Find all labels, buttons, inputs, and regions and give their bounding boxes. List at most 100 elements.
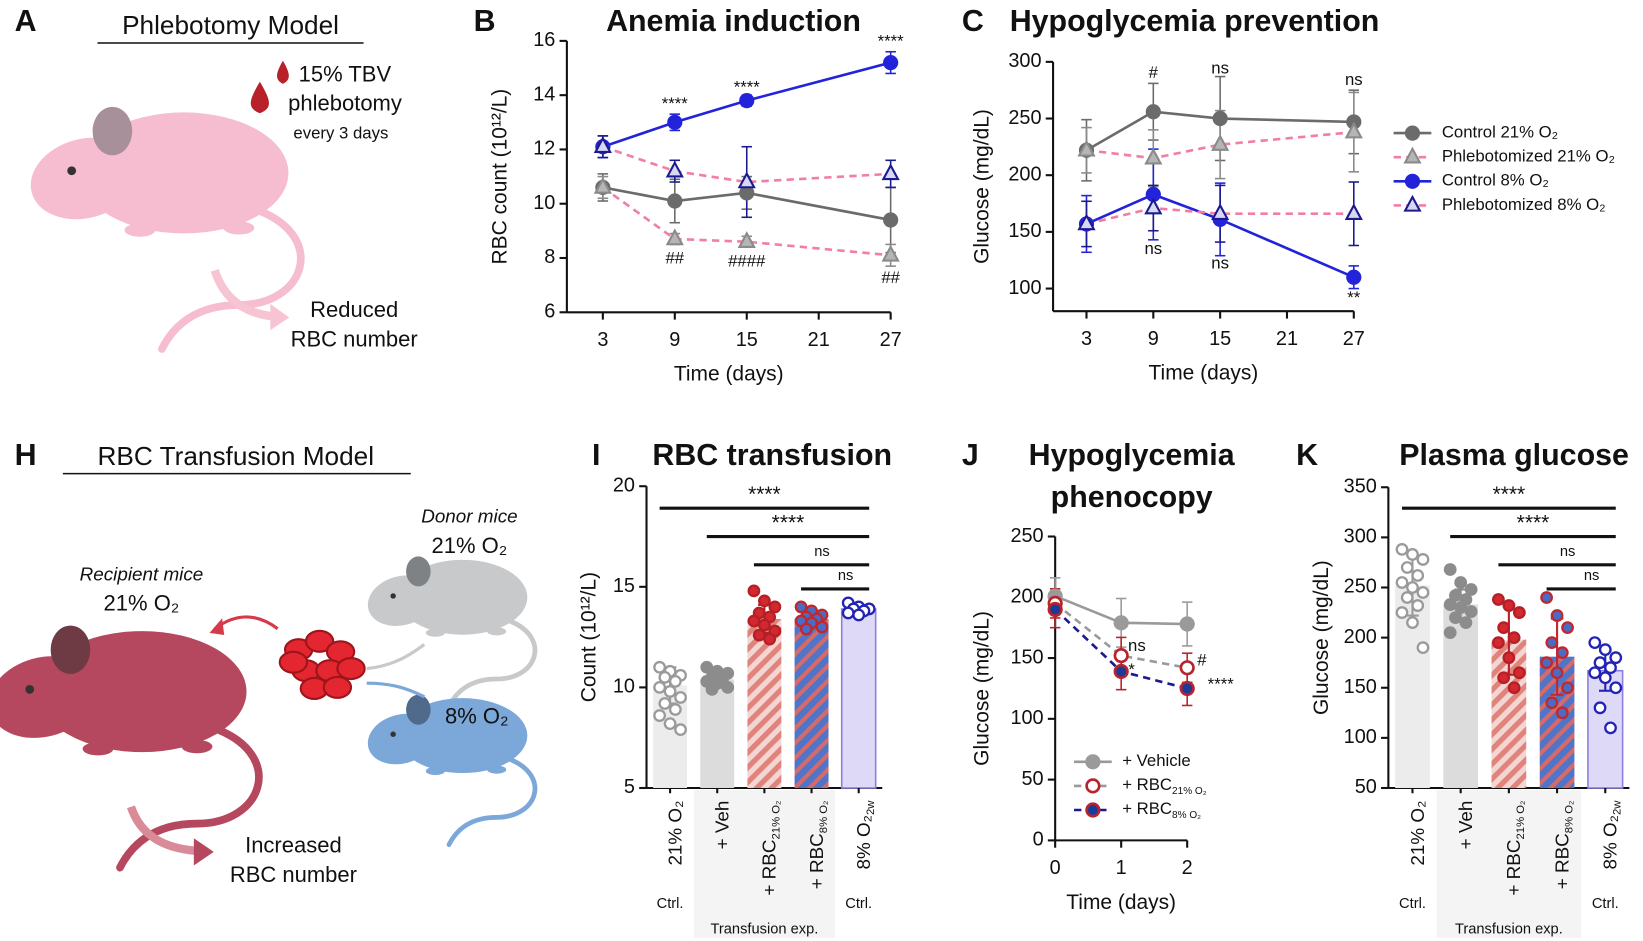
chart-title: Hypoglycemia prevention — [1010, 4, 1380, 38]
y-tick-label: 150 — [1344, 676, 1377, 698]
data-point — [1598, 671, 1612, 685]
x-tick-label-sub: 8% O₂ — [1563, 801, 1575, 834]
y-tick-label: 200 — [1344, 626, 1377, 648]
data-point — [1400, 561, 1414, 574]
series-line — [602, 61, 891, 148]
y-tick-label: 300 — [1008, 50, 1041, 72]
mouse-foot — [425, 766, 445, 776]
donor-arrow — [366, 681, 426, 699]
marker — [1346, 269, 1362, 285]
data-point — [852, 608, 866, 622]
mouse-foot — [82, 742, 114, 756]
series-line — [1054, 602, 1188, 670]
outcome-text: RBC number — [230, 862, 357, 887]
data-point — [1555, 706, 1569, 720]
mouse — [367, 694, 538, 847]
marker — [1212, 110, 1228, 127]
data-point — [758, 594, 771, 608]
y-tick-label: 50 — [1355, 776, 1377, 798]
chart-title: Hypoglycemia — [1029, 438, 1236, 472]
marker — [667, 114, 683, 130]
mouse-ear — [406, 694, 431, 725]
data-point — [668, 674, 682, 688]
legend-label: Phlebotomized 8% O₂ — [1442, 195, 1606, 214]
data-point — [1400, 591, 1414, 604]
x-tick-label-sub: 8% O₂ — [818, 801, 830, 834]
procedure-text: phlebotomy — [288, 91, 402, 116]
mouse-head — [30, 137, 139, 220]
marker — [1077, 213, 1096, 231]
mouse-eye — [390, 731, 396, 737]
x-tick-label: 8% O₂2w — [853, 800, 877, 870]
panel-label: A — [15, 4, 37, 38]
data-point — [674, 691, 687, 704]
bar — [840, 608, 877, 789]
x-axis-label: Time (days) — [1066, 891, 1176, 914]
series-line — [1086, 130, 1354, 160]
y-tick-label: 250 — [1008, 107, 1041, 129]
data-point — [1588, 636, 1602, 650]
annotation: ns — [1144, 239, 1162, 258]
data-point — [1464, 583, 1478, 596]
data-point — [1555, 646, 1569, 660]
legend-label: Control 21% O₂ — [1442, 123, 1558, 142]
rbc — [304, 629, 335, 653]
data-point — [1464, 605, 1478, 618]
y-tick-label: 250 — [1344, 576, 1377, 598]
y-tick-label: 10 — [613, 676, 635, 698]
outcome-text: Increased — [245, 832, 342, 857]
x-tick-label-sub: 21% O₂ — [771, 801, 783, 840]
data-point — [1406, 581, 1419, 594]
mouse-body — [37, 631, 247, 753]
bar — [747, 618, 782, 788]
x-tick-label: 3 — [597, 329, 608, 351]
x-tick-label: 3 — [1081, 328, 1092, 350]
marker — [883, 212, 899, 228]
data-point — [768, 600, 782, 614]
outcome-arrow — [127, 805, 198, 856]
recipient-o2: 21% O₂ — [104, 590, 180, 615]
data-point — [1502, 599, 1516, 612]
data-point — [1416, 553, 1430, 566]
marker — [881, 163, 900, 181]
mouse-ear — [406, 556, 431, 587]
y-tick-label: 50 — [1022, 768, 1044, 790]
x-tick-label: 1 — [1116, 857, 1127, 879]
annotation: ** — [1347, 288, 1361, 307]
mouse-ear — [50, 625, 91, 674]
y-tick-label: 200 — [1010, 586, 1043, 608]
series-line — [602, 186, 891, 257]
marker — [1179, 660, 1195, 676]
mouse-foot — [124, 223, 156, 237]
legend-marker — [1085, 778, 1101, 794]
donor-text: Donor mice — [421, 506, 517, 527]
rbc — [336, 657, 366, 681]
mouse-eye — [67, 166, 77, 176]
annotation: * — [1128, 660, 1135, 679]
data-point — [1443, 563, 1457, 576]
x-tick-label-main: + RBC — [759, 839, 780, 895]
x-tick-label-main: 21% O₂ — [664, 801, 685, 866]
x-tick-label: + Veh — [1455, 801, 1476, 850]
mouse-foot — [223, 221, 255, 235]
marker — [1113, 648, 1129, 664]
bracket-label: ns — [1584, 568, 1599, 584]
chart-title: Plasma glucose — [1399, 438, 1629, 472]
data-point — [663, 717, 677, 731]
annotation: **** — [662, 94, 689, 113]
data-point — [1497, 621, 1511, 634]
marker — [1144, 147, 1163, 165]
marker — [1145, 104, 1161, 120]
x-tick-label-sub: 2w — [1612, 800, 1624, 815]
x-tick-label-sub: 2w — [865, 800, 877, 815]
y-axis-label: RBC count (10¹²/L) — [488, 89, 511, 265]
panel-title: RBC Transfusion Model — [97, 441, 374, 471]
mouse-tail — [116, 726, 263, 872]
data-point — [1507, 631, 1521, 645]
data-point — [1411, 569, 1425, 582]
annotation: **** — [878, 31, 905, 50]
data-point — [1497, 671, 1511, 685]
y-axis-label: Count (10¹²/L) — [577, 572, 600, 702]
x-tick-label: 15 — [736, 329, 758, 351]
